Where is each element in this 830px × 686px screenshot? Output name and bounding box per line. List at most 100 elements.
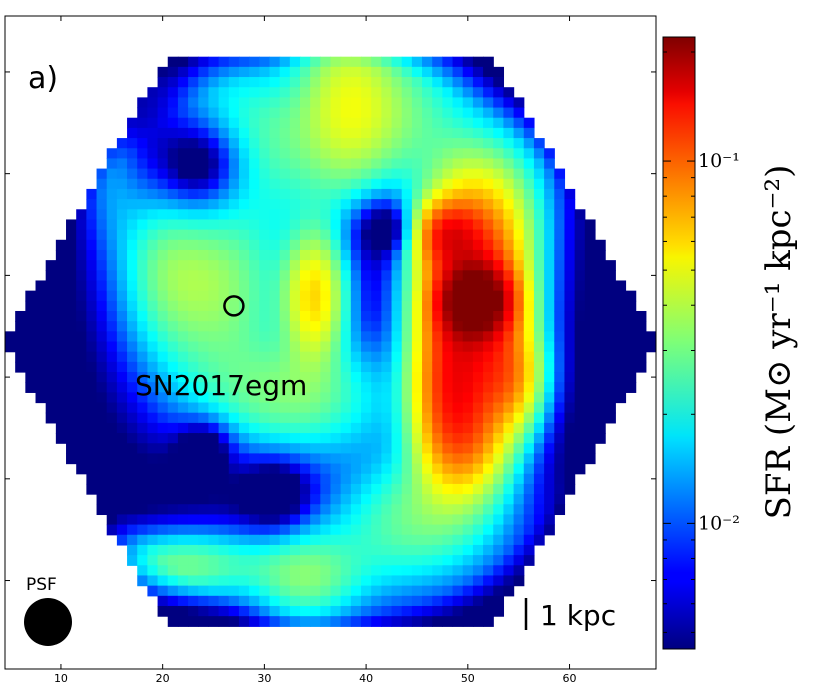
- sfr-pixel: [76, 260, 87, 271]
- sfr-pixel: [340, 382, 352, 393]
- sfr-pixel: [452, 372, 464, 383]
- sfr-pixel: [513, 453, 525, 465]
- sfr-pixel: [249, 280, 260, 292]
- sfr-pixel: [310, 483, 321, 495]
- sfr-pixel: [310, 453, 321, 465]
- sfr-pixel: [472, 524, 484, 536]
- sfr-pixel: [269, 229, 281, 241]
- sfr-pixel: [472, 168, 484, 180]
- sfr-pixel: [411, 412, 423, 424]
- sfr-pixel: [86, 361, 98, 373]
- sfr-pixel: [269, 473, 281, 485]
- sfr-pixel: [55, 310, 67, 322]
- sfr-pixel: [269, 158, 281, 170]
- sfr-pixel: [137, 483, 148, 495]
- sfr-pixel: [483, 56, 494, 68]
- sfr-pixel: [330, 402, 342, 414]
- sfr-pixel: [249, 351, 260, 363]
- sfr-pixel: [452, 585, 464, 597]
- sfr-pixel: [106, 382, 118, 393]
- sfr-pixel: [96, 168, 108, 180]
- sfr-pixel: [340, 310, 352, 322]
- sfr-pixel: [218, 260, 230, 271]
- sfr-pixel: [208, 158, 220, 170]
- sfr-pixel: [320, 260, 332, 271]
- sfr-pixel: [493, 270, 505, 282]
- sfr-pixel: [432, 504, 443, 516]
- sfr-pixel: [228, 321, 240, 332]
- sfr-pixel: [157, 97, 169, 109]
- sfr-pixel: [340, 117, 352, 129]
- sfr-pixel: [452, 412, 464, 424]
- sfr-pixel: [259, 494, 271, 505]
- sfr-pixel: [269, 443, 281, 454]
- sfr-pixel: [361, 422, 372, 434]
- sfr-pixel: [269, 219, 281, 231]
- sfr-pixel: [198, 77, 210, 88]
- sfr-pixel: [127, 473, 138, 485]
- sfr-pixel: [330, 148, 342, 159]
- sfr-pixel: [350, 229, 362, 241]
- sfr-pixel: [513, 483, 525, 495]
- sfr-pixel: [198, 412, 210, 424]
- sfr-pixel: [198, 138, 210, 149]
- sfr-pixel: [218, 77, 230, 88]
- sfr-pixel: [340, 331, 352, 343]
- sfr-pixel: [86, 260, 98, 271]
- sfr-pixel: [330, 331, 342, 343]
- sfr-pixel: [462, 331, 474, 343]
- sfr-pixel: [513, 433, 525, 444]
- sfr-pixel: [116, 504, 128, 516]
- sfr-pixel: [147, 239, 159, 251]
- sfr-pixel: [442, 219, 454, 231]
- sfr-pixel: [106, 341, 118, 353]
- sfr-pixel: [137, 249, 148, 261]
- sfr-pixel: [483, 97, 494, 109]
- sfr-pixel: [116, 219, 128, 231]
- sfr-pixel: [269, 595, 281, 607]
- sfr-pixel: [106, 229, 118, 241]
- sfr-pixel: [432, 443, 443, 454]
- sfr-pixel: [462, 595, 474, 607]
- sfr-pixel: [361, 300, 372, 312]
- sfr-pixel: [442, 372, 454, 383]
- sfr-pixel: [106, 514, 118, 526]
- sfr-pixel: [208, 361, 220, 373]
- sfr-pixel: [177, 158, 189, 170]
- sfr-pixel: [401, 270, 413, 282]
- sfr-pixel: [340, 524, 352, 536]
- sfr-pixel: [503, 534, 515, 546]
- sfr-pixel: [96, 361, 108, 373]
- sfr-pixel: [533, 473, 545, 485]
- sfr-pixel: [422, 249, 433, 261]
- sfr-pixel: [330, 483, 342, 495]
- sfr-pixel: [137, 361, 148, 373]
- sfr-pixel: [45, 372, 57, 383]
- sfr-pixel: [320, 605, 332, 617]
- sfr-pixel: [472, 473, 484, 485]
- sfr-pixel: [462, 168, 474, 180]
- sfr-pixel: [330, 209, 342, 221]
- sfr-pixel: [381, 97, 393, 109]
- sfr-pixel: [381, 107, 393, 119]
- sfr-pixel: [493, 260, 505, 271]
- sfr-pixel: [544, 199, 555, 210]
- sfr-pixel: [361, 97, 372, 109]
- sfr-pixel: [218, 158, 230, 170]
- sfr-pixel: [320, 219, 332, 231]
- sfr-pixel: [320, 138, 332, 149]
- sfr-pixel: [259, 219, 271, 231]
- sfr-pixel: [361, 107, 372, 119]
- sfr-pixel: [452, 107, 464, 119]
- sfr-pixel: [371, 504, 382, 516]
- sfr-pixel: [289, 77, 301, 88]
- sfr-pixel: [249, 412, 260, 424]
- sfr-pixel: [381, 341, 393, 353]
- sfr-pixel: [544, 382, 555, 393]
- sfr-pixel: [269, 97, 281, 109]
- sfr-pixel: [564, 433, 576, 444]
- sfr-pixel: [330, 372, 342, 383]
- sfr-pixel: [625, 310, 637, 322]
- sfr-pixel: [533, 372, 545, 383]
- sfr-pixel: [401, 504, 413, 516]
